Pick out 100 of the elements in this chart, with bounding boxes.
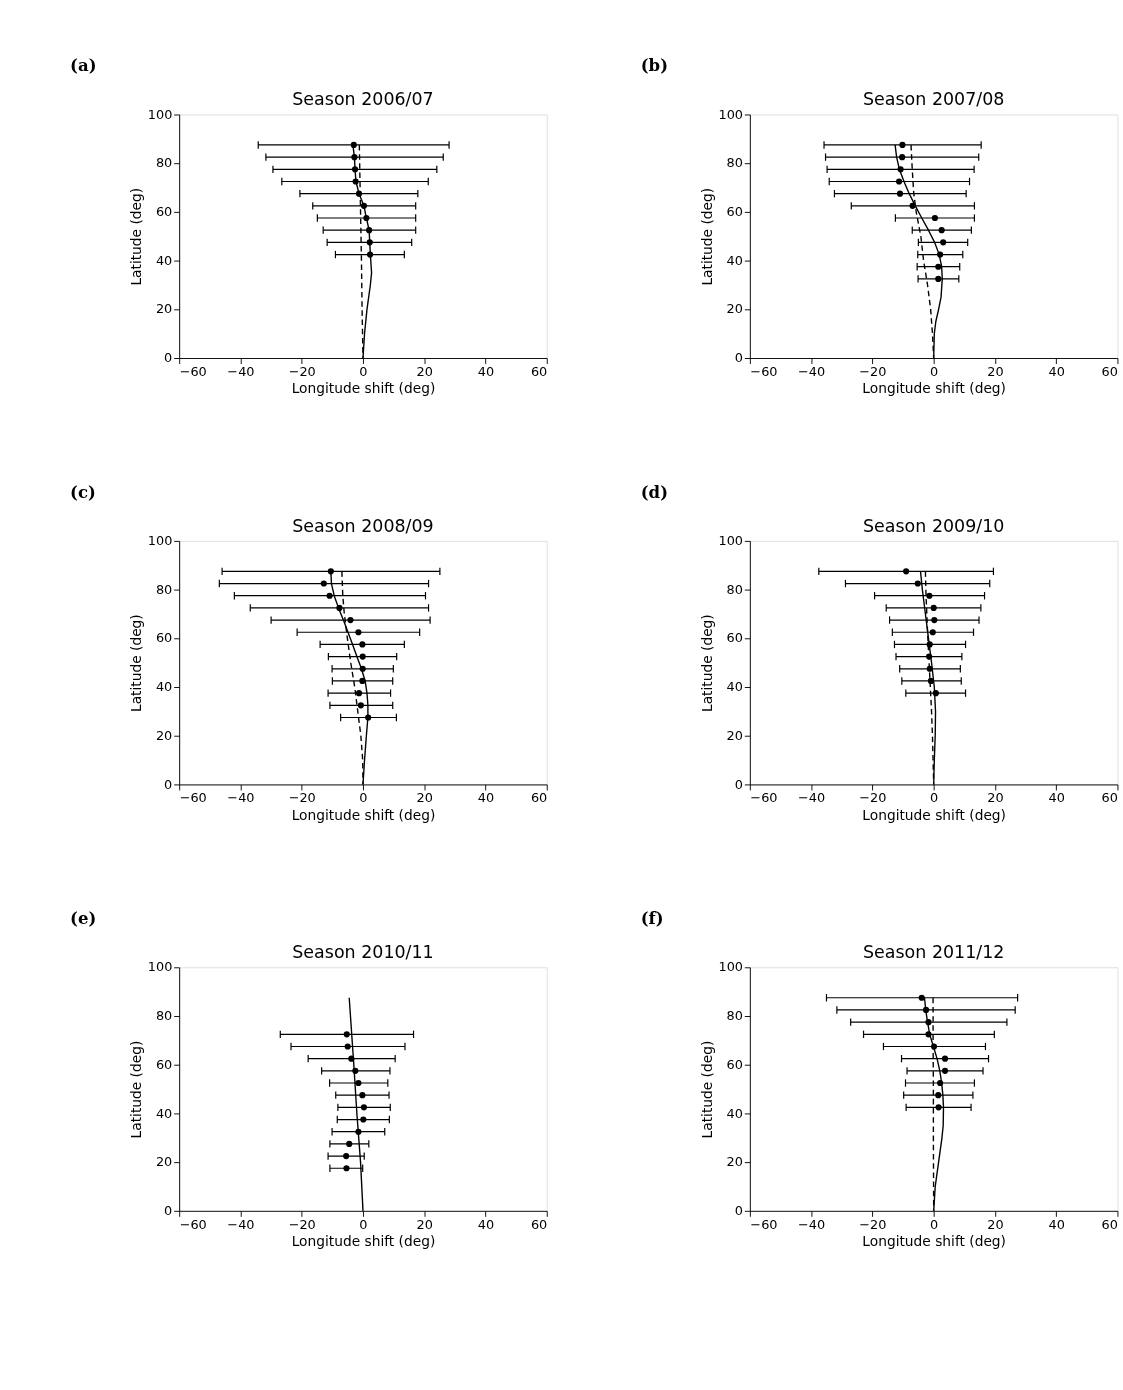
x-tick-label: −60	[750, 1216, 778, 1232]
y-tick-label: 60	[726, 1056, 743, 1072]
x-axis-title: Longitude shift (deg)	[291, 380, 436, 397]
y-tick-label: 60	[155, 204, 173, 220]
y-tick-label: 0	[734, 1203, 743, 1218]
x-tick-label: 60	[1101, 1216, 1118, 1232]
chart-title: Season 2011/12	[862, 942, 1005, 963]
x-tick-label: 60	[1101, 363, 1118, 379]
y-tick-label: 60	[726, 630, 743, 646]
y-tick-label: 100	[147, 533, 173, 549]
x-tick-label: −40	[798, 363, 826, 379]
y-tick-label: 40	[726, 1105, 743, 1121]
x-tick-label: −60	[179, 363, 207, 379]
y-axis-title: Latitude (deg)	[699, 187, 716, 286]
x-tick-label: 0	[359, 363, 368, 379]
x-tick-label: 60	[530, 1216, 548, 1232]
y-axis-title: Latitude (deg)	[699, 1040, 716, 1139]
chart-title: Season 2007/08	[862, 89, 1005, 110]
y-axis-title: Latitude (deg)	[128, 187, 145, 286]
y-tick-label: 80	[726, 155, 743, 171]
x-tick-label: −20	[288, 363, 316, 379]
x-tick-label: 40	[477, 363, 495, 379]
text: (c)	[70, 481, 96, 502]
x-tick-label: 20	[987, 363, 1004, 379]
y-tick-label: 0	[164, 350, 173, 366]
x-tick-label: −40	[798, 790, 826, 806]
x-tick-label: 0	[359, 790, 368, 806]
y-tick-label: 0	[734, 776, 743, 792]
x-tick-label: −40	[227, 363, 255, 379]
text: (e)	[70, 908, 97, 929]
chart-title: Season 2008/09	[292, 515, 434, 536]
x-tick-label: 20	[987, 790, 1004, 806]
x-axis-title: Longitude shift (deg)	[291, 806, 436, 823]
y-tick-label: 100	[147, 106, 173, 122]
x-tick-label: 0	[930, 790, 939, 806]
x-axis-title: Longitude shift (deg)	[862, 380, 1006, 397]
y-tick-label: 40	[726, 679, 743, 695]
x-tick-label: 20	[987, 1216, 1004, 1232]
y-axis-title: Latitude (deg)	[128, 1040, 145, 1139]
y-tick-label: 40	[155, 252, 173, 268]
y-tick-label: 20	[726, 301, 743, 317]
y-tick-label: 60	[155, 1056, 173, 1072]
chart-title: Season 2006/07	[292, 89, 434, 110]
y-axis-title: Latitude (deg)	[699, 614, 716, 713]
x-tick-label: 40	[477, 790, 495, 806]
y-tick-label: 20	[155, 1154, 173, 1170]
y-tick-label: 0	[164, 1203, 173, 1218]
x-tick-label: −20	[859, 1216, 887, 1232]
text: (b)	[640, 55, 668, 76]
x-tick-label: −60	[750, 363, 778, 379]
text: (a)	[70, 55, 97, 76]
x-axis-title: Longitude shift (deg)	[862, 806, 1006, 823]
x-axis-title: Longitude shift (deg)	[291, 1233, 436, 1250]
y-tick-label: 40	[155, 679, 173, 695]
y-tick-label: 100	[718, 959, 743, 975]
y-tick-label: 20	[155, 727, 173, 743]
y-tick-label: 60	[726, 204, 743, 220]
x-tick-label: 60	[530, 363, 548, 379]
x-tick-label: 40	[1048, 790, 1065, 806]
x-tick-label: 20	[416, 363, 433, 379]
x-tick-label: 0	[930, 363, 939, 379]
x-tick-label: −60	[750, 790, 778, 806]
y-tick-label: 80	[155, 581, 173, 597]
x-tick-label: 40	[477, 1216, 495, 1232]
x-tick-label: −20	[859, 790, 887, 806]
x-tick-label: 20	[416, 790, 433, 806]
x-tick-label: 40	[1048, 1216, 1065, 1232]
y-tick-label: 20	[726, 1154, 743, 1170]
x-tick-label: −40	[227, 790, 255, 806]
text: (f)	[640, 908, 664, 929]
y-tick-label: 40	[726, 252, 743, 268]
x-tick-label: 0	[359, 1216, 368, 1232]
x-tick-label: 20	[416, 1216, 433, 1232]
y-tick-label: 40	[155, 1105, 173, 1121]
y-tick-label: 0	[164, 776, 173, 792]
y-tick-label: 20	[726, 727, 743, 743]
y-tick-label: 80	[726, 581, 743, 597]
chart-title: Season 2010/11	[292, 942, 434, 963]
text: (d)	[640, 481, 668, 502]
y-tick-label: 100	[718, 106, 743, 122]
y-tick-label: 60	[155, 630, 173, 646]
y-tick-label: 0	[734, 350, 743, 366]
x-tick-label: −20	[288, 790, 316, 806]
x-tick-label: −60	[179, 790, 207, 806]
y-tick-label: 100	[718, 533, 743, 549]
y-tick-label: 20	[155, 301, 173, 317]
chart-title: Season 2009/10	[862, 515, 1005, 536]
x-tick-label: 0	[930, 1216, 939, 1232]
x-tick-label: 60	[1101, 790, 1118, 806]
x-tick-label: −40	[227, 1216, 255, 1232]
x-tick-label: −20	[859, 363, 887, 379]
x-tick-label: −20	[288, 1216, 316, 1232]
x-tick-label: −40	[798, 1216, 826, 1232]
x-tick-label: 40	[1048, 363, 1065, 379]
x-tick-label: −60	[179, 1216, 207, 1232]
x-axis-title: Longitude shift (deg)	[862, 1233, 1006, 1250]
y-tick-label: 100	[147, 959, 173, 975]
y-tick-label: 80	[155, 155, 173, 171]
y-tick-label: 80	[726, 1008, 743, 1024]
x-tick-label: 60	[530, 790, 548, 806]
